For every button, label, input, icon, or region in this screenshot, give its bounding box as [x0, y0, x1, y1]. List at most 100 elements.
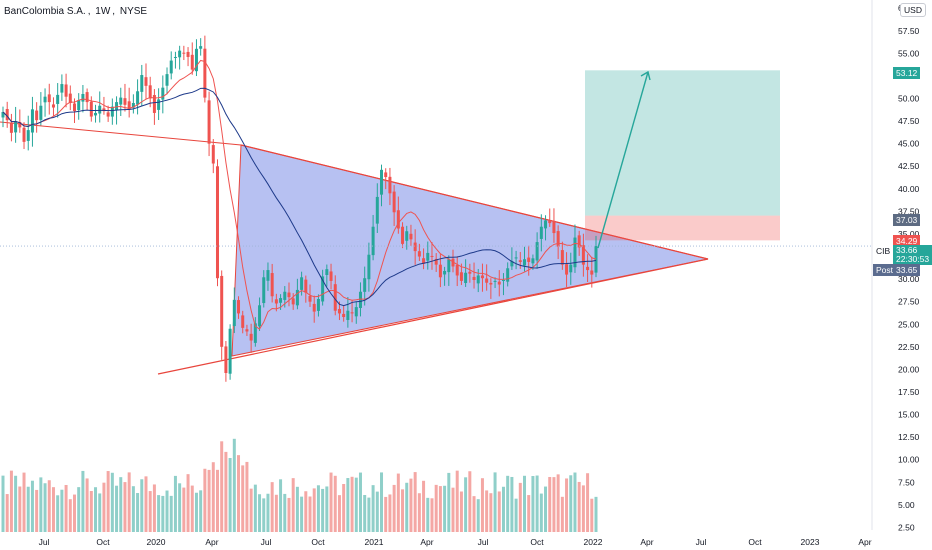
- candle-body: [388, 176, 392, 194]
- volume-bar: [342, 483, 346, 532]
- candle-body: [577, 235, 581, 248]
- volume-bar: [569, 475, 573, 532]
- volume-bar: [560, 496, 564, 532]
- candle-body: [329, 271, 333, 281]
- candle-body: [110, 106, 114, 117]
- y-tick-label: 35.00: [898, 229, 920, 239]
- volume-bar: [60, 489, 64, 532]
- volume-bar: [506, 475, 510, 532]
- volume-bar: [581, 485, 585, 532]
- y-tick-label: 20.00: [898, 364, 920, 374]
- volume-bar: [56, 495, 60, 532]
- stop-zone: [585, 215, 780, 241]
- candle-body: [199, 46, 203, 49]
- volume-bar: [380, 472, 384, 532]
- x-tick-label: Apr: [205, 537, 218, 547]
- candle-body: [405, 231, 409, 241]
- volume-bar: [464, 477, 468, 532]
- candle-body: [573, 237, 577, 268]
- candle-body: [207, 100, 211, 144]
- y-tick-label: 27.50: [898, 297, 920, 307]
- y-tick-label: 15.00: [898, 410, 920, 420]
- volume-bar: [169, 495, 173, 532]
- candle-body: [194, 48, 198, 72]
- candle-body: [594, 246, 598, 273]
- volume-bar: [5, 494, 9, 532]
- y-tick-label: 22.50: [898, 342, 920, 352]
- candle-body: [9, 123, 13, 133]
- candle-body: [464, 272, 468, 284]
- candle-body: [56, 94, 60, 104]
- x-tick-label: 2022: [584, 537, 603, 547]
- volume-bar: [497, 491, 501, 532]
- volume-bar: [220, 441, 224, 532]
- candle-body: [468, 271, 472, 274]
- candle-body: [30, 109, 34, 133]
- candle-body: [72, 103, 76, 112]
- candle-body: [14, 121, 18, 133]
- x-tick-label: Apr: [858, 537, 871, 547]
- currency-button[interactable]: USD: [900, 3, 926, 17]
- candle-body: [258, 305, 262, 327]
- candle-body: [434, 258, 438, 265]
- candle-body: [497, 281, 501, 285]
- volume-bar: [178, 483, 182, 532]
- candle-body: [161, 87, 165, 100]
- volume-bar: [304, 491, 308, 532]
- volume-bar: [535, 475, 539, 532]
- candle-body: [300, 277, 304, 290]
- candle-body: [459, 272, 463, 281]
- volume-bar: [501, 486, 505, 532]
- y-tick-label: 47.50: [898, 116, 920, 126]
- candle-body: [392, 191, 396, 213]
- candle-body: [1, 112, 5, 118]
- candle-body: [253, 323, 257, 343]
- candle-body: [548, 220, 552, 224]
- volume-bar: [316, 485, 320, 532]
- candle-body: [455, 264, 459, 276]
- candle-body: [384, 172, 388, 178]
- candle-body: [501, 280, 505, 282]
- candle-body: [443, 270, 447, 275]
- volume-bar: [363, 495, 367, 532]
- candle-body: [489, 282, 493, 285]
- candle-body: [237, 300, 241, 314]
- volume-bar: [215, 469, 219, 532]
- candle-body: [447, 259, 451, 273]
- interval-label[interactable]: 1W: [95, 6, 111, 17]
- exchange-label: NYSE: [119, 6, 148, 17]
- volume-bar: [94, 487, 98, 532]
- volume-bar: [148, 491, 152, 532]
- volume-bar: [459, 491, 463, 532]
- volume-bar: [388, 494, 392, 532]
- candle-body: [140, 75, 144, 92]
- candle-body: [396, 210, 400, 229]
- volume-bar: [565, 478, 569, 532]
- volume-bar: [480, 478, 484, 532]
- x-tick-label: Oct: [748, 537, 762, 547]
- volume-bar: [72, 494, 76, 532]
- candle-body: [316, 298, 320, 311]
- candle-body: [131, 103, 135, 108]
- candle-body: [115, 102, 119, 111]
- target-price-badge: 53.12: [893, 67, 921, 79]
- candle-body: [249, 333, 253, 341]
- candle-body: [422, 258, 426, 264]
- candle-body: [77, 100, 81, 111]
- candle-body: [279, 298, 283, 303]
- volume-bar: [270, 482, 274, 532]
- candle-body: [287, 292, 291, 298]
- candle-body: [186, 51, 190, 57]
- candle-body: [514, 257, 518, 259]
- volume-bar: [321, 488, 325, 532]
- prior-trendline: [0, 121, 242, 146]
- volume-bar: [308, 496, 312, 532]
- volume-bar: [438, 486, 442, 532]
- candle-body: [337, 309, 341, 314]
- volume-bar: [552, 477, 556, 532]
- candle-body: [485, 278, 489, 283]
- candle-body: [308, 296, 312, 302]
- x-tick-label: Jul: [478, 537, 489, 547]
- candle-body: [89, 101, 93, 117]
